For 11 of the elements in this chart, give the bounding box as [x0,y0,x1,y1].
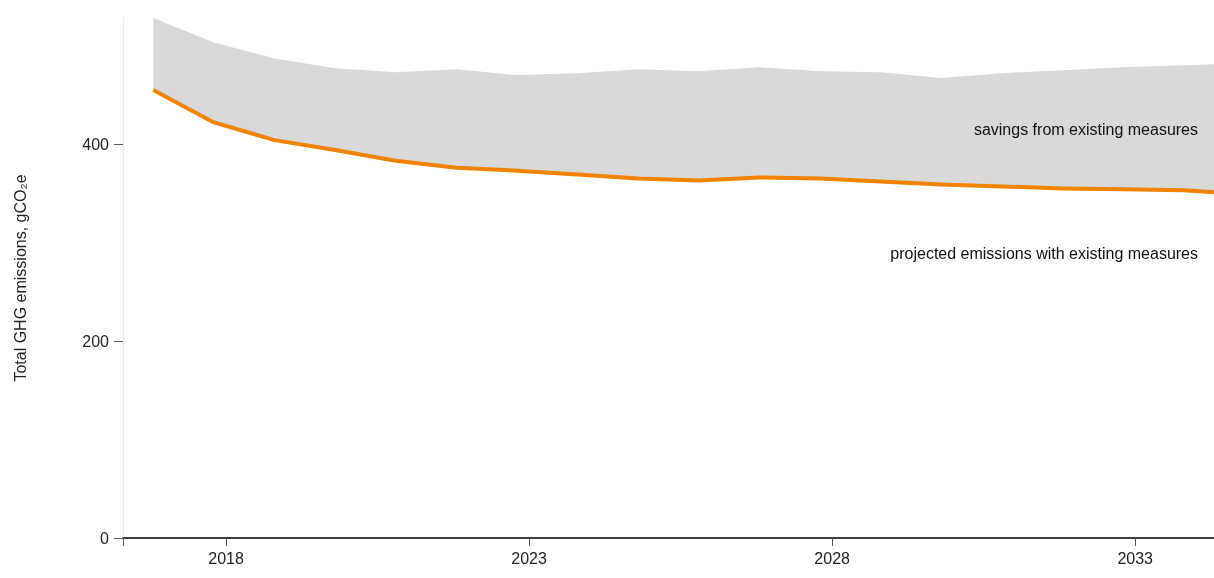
y-tick-label: 200 [82,332,110,350]
x-tick-label: 2018 [208,549,244,567]
annotation: projected emissions with existing measures [890,244,1198,262]
x-tick-label: 2033 [1117,549,1154,567]
annotation: savings from existing measures [973,120,1199,138]
y-axis-title: Total GHG emissions, gCO₂e [11,174,29,382]
x-tick-label: 2023 [511,549,547,567]
line-series [151,87,1214,195]
y-tick-label: 0 [100,529,110,547]
y-tick-label: 400 [82,135,110,153]
x-tick-label: 2028 [814,549,851,567]
